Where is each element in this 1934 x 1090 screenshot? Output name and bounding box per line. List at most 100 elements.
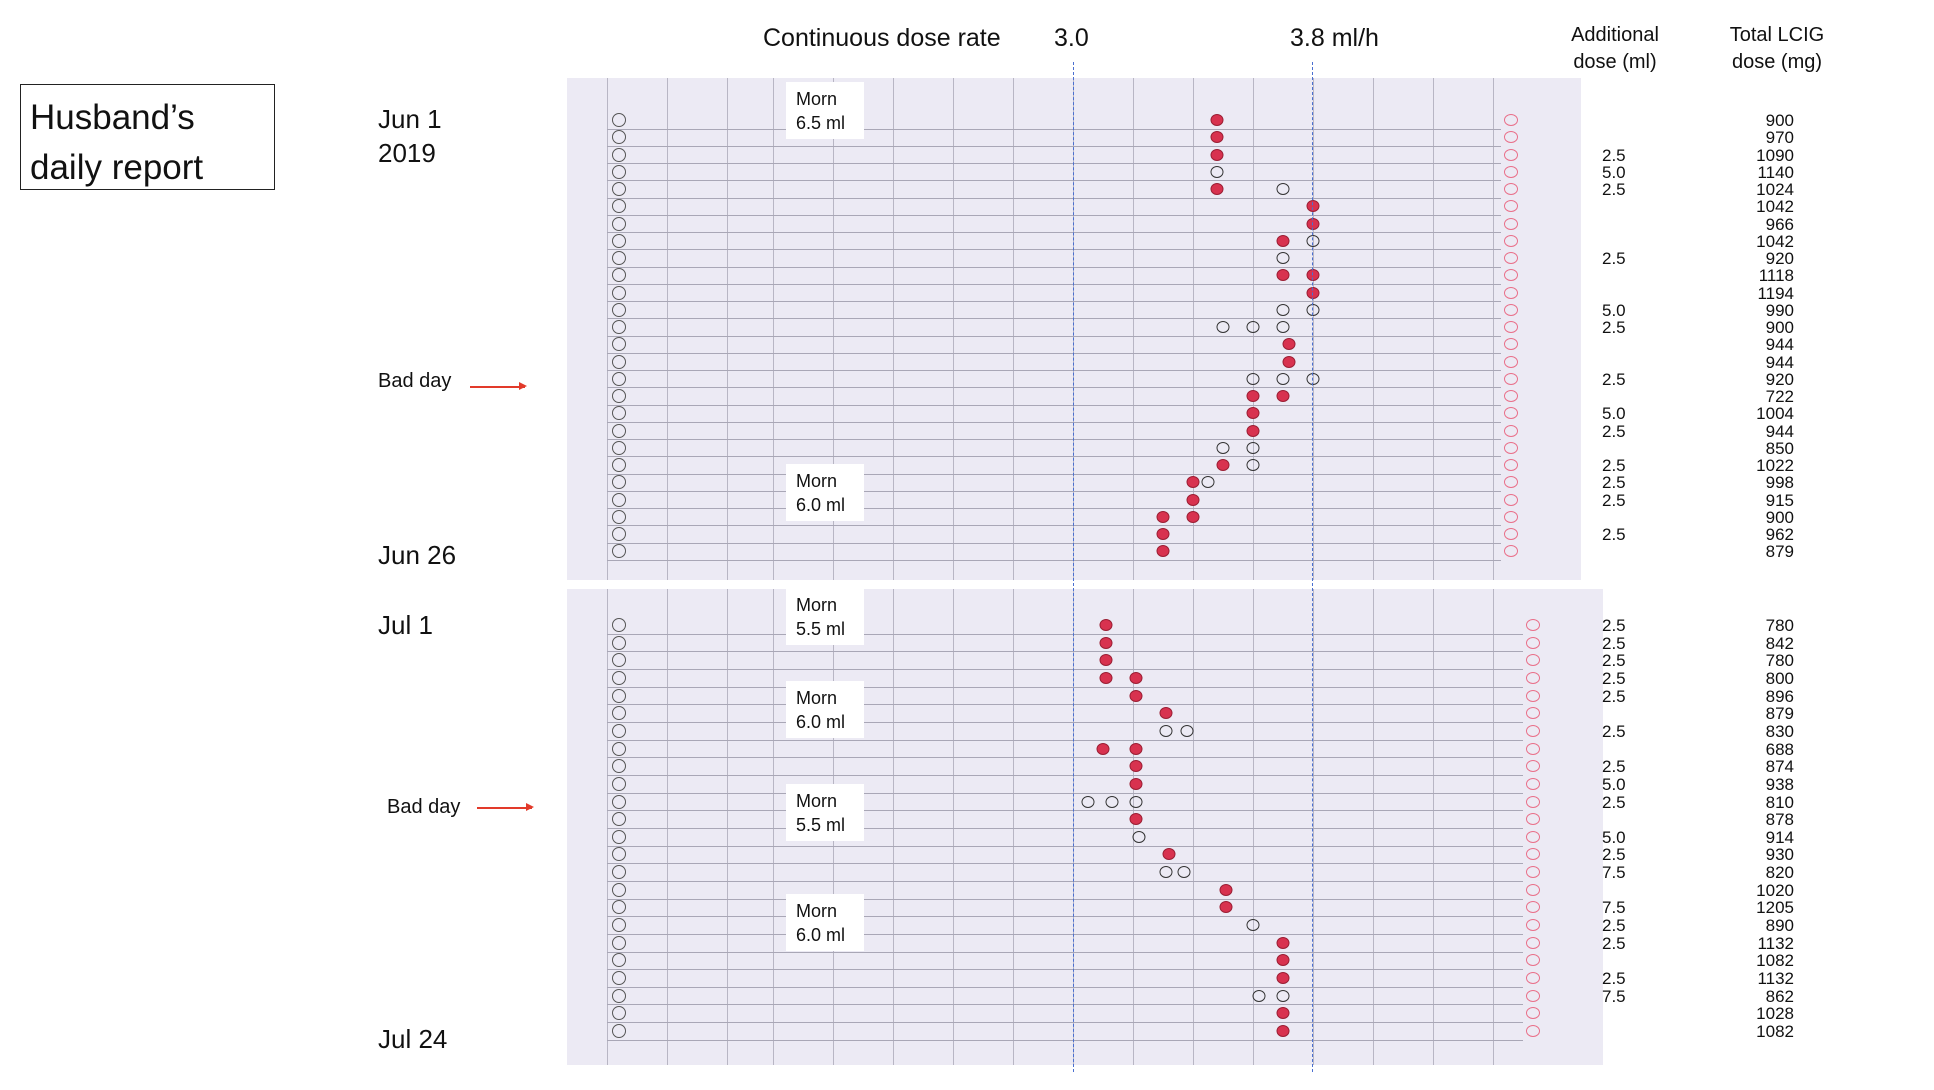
filled-dose-mark (1219, 901, 1233, 914)
open-dose-mark (1216, 321, 1230, 333)
open-dose-mark (1246, 372, 1260, 385)
evaluation-mark-icon (612, 302, 626, 317)
additional-dose-value: 2.5 (1602, 145, 1626, 165)
morning-note-value: 5.5 ml (796, 619, 846, 639)
bad-day-label-july: Bad day (387, 796, 461, 818)
stool-mark-icon (1504, 252, 1518, 264)
header-rate-low: 3.0 (1054, 24, 1089, 52)
open-dose-mark (1210, 165, 1224, 178)
row-line (607, 916, 1523, 918)
stool-mark-icon (1526, 830, 1540, 843)
additional-dose-value: 2.5 (1602, 180, 1626, 199)
stool-mark-icon (1526, 795, 1540, 808)
evaluation-mark-icon (612, 147, 626, 162)
total-dose-value: 1042 (1756, 231, 1794, 251)
total-dose-value: 810 (1765, 792, 1794, 812)
evaluation-mark-icon (612, 759, 626, 774)
grid-line (1013, 78, 1014, 580)
stool-mark-icon (1526, 866, 1540, 879)
total-dose-value: 944 (1765, 335, 1794, 355)
stool-mark-icon (1526, 636, 1540, 649)
stool-mark-icon (1504, 493, 1518, 506)
open-dose-mark (1132, 830, 1146, 843)
additional-dose-value: 2.5 (1602, 668, 1626, 688)
open-dose-mark (1129, 795, 1143, 808)
total-dose-value: 879 (1765, 704, 1794, 724)
total-dose-value: 998 (1765, 473, 1794, 493)
stool-mark-icon (1504, 131, 1518, 144)
evaluation-mark-icon (612, 794, 626, 809)
total-dose-value: 842 (1765, 633, 1794, 653)
row-line (607, 318, 1501, 320)
report-title: Husband’s daily report (30, 98, 204, 187)
arrow-right-icon (477, 804, 534, 810)
filled-dose-mark (1210, 183, 1224, 195)
total-dose-value: 938 (1765, 774, 1794, 794)
open-dose-mark (1081, 795, 1095, 808)
morning-note-label: Morn (796, 688, 838, 708)
total-dose-value: 1022 (1756, 456, 1794, 475)
stool-mark-icon (1526, 972, 1540, 984)
evaluation-mark-icon (612, 113, 626, 127)
stool-mark-icon (1504, 528, 1518, 540)
evaluation-mark-icon (612, 440, 626, 455)
filled-dose-mark (1246, 390, 1260, 402)
grid-line (727, 78, 728, 580)
row-line (607, 969, 1523, 971)
evaluation-mark-icon (612, 492, 626, 507)
stool-mark-icon (1526, 742, 1540, 755)
total-dose-value: 830 (1765, 721, 1794, 741)
stool-mark-icon (1504, 303, 1518, 316)
additional-dose-value: 5.0 (1602, 300, 1626, 320)
evaluation-mark-icon (612, 829, 626, 844)
additional-dose-value: 2.5 (1602, 792, 1626, 812)
row-line (607, 757, 1523, 759)
morning-note: Morn 6.5 ml (786, 82, 864, 139)
reference-line-3-8 (1312, 62, 1313, 1072)
row-line (607, 232, 1501, 234)
stool-mark-icon (1504, 355, 1518, 368)
evaluation-mark-icon (612, 882, 626, 897)
total-dose-value: 879 (1765, 542, 1794, 562)
total-dose-value: 896 (1765, 686, 1794, 706)
row-line (607, 145, 1501, 147)
additional-dose-value: 2.5 (1602, 473, 1626, 493)
row-line (607, 249, 1501, 251)
stool-mark-icon (1504, 165, 1518, 178)
grid-line (607, 589, 608, 1065)
evaluation-mark-icon (612, 1006, 626, 1021)
stool-mark-icon (1526, 777, 1540, 790)
evaluation-mark-icon (612, 1023, 626, 1038)
morning-note-value: 6.5 ml (796, 113, 846, 133)
additional-dose-value: 2.5 (1602, 421, 1626, 441)
filled-dose-mark (1282, 355, 1296, 368)
stool-mark-icon (1526, 619, 1540, 631)
filled-dose-mark (1306, 200, 1320, 213)
grid-line (667, 78, 668, 580)
additional-dose-value: 2.5 (1602, 721, 1626, 741)
filled-dose-mark (1099, 619, 1113, 631)
stool-mark-icon (1504, 407, 1518, 420)
row-line (607, 490, 1501, 492)
total-dose-value: 800 (1765, 668, 1794, 688)
total-dose-value: 990 (1765, 300, 1794, 320)
grid-line (773, 589, 774, 1065)
grid-line (1313, 78, 1314, 580)
evaluation-mark-icon (612, 635, 626, 650)
stool-mark-icon (1526, 654, 1540, 667)
stool-mark-icon (1504, 286, 1518, 299)
evaluation-mark-icon (612, 918, 626, 933)
total-dose-value: 850 (1765, 438, 1794, 458)
evaluation-mark-icon (612, 216, 626, 231)
row-line (607, 986, 1523, 988)
total-dose-value: 874 (1765, 757, 1794, 777)
morning-note-value: 6.0 ml (796, 712, 846, 732)
stool-mark-icon (1504, 390, 1518, 402)
filled-dose-mark (1246, 424, 1260, 437)
filled-dose-mark (1099, 636, 1113, 649)
row-line (607, 704, 1523, 706)
morning-note-label: Morn (796, 595, 838, 615)
row-line (607, 686, 1523, 688)
open-dose-mark (1276, 321, 1290, 333)
stool-mark-icon (1504, 459, 1518, 471)
